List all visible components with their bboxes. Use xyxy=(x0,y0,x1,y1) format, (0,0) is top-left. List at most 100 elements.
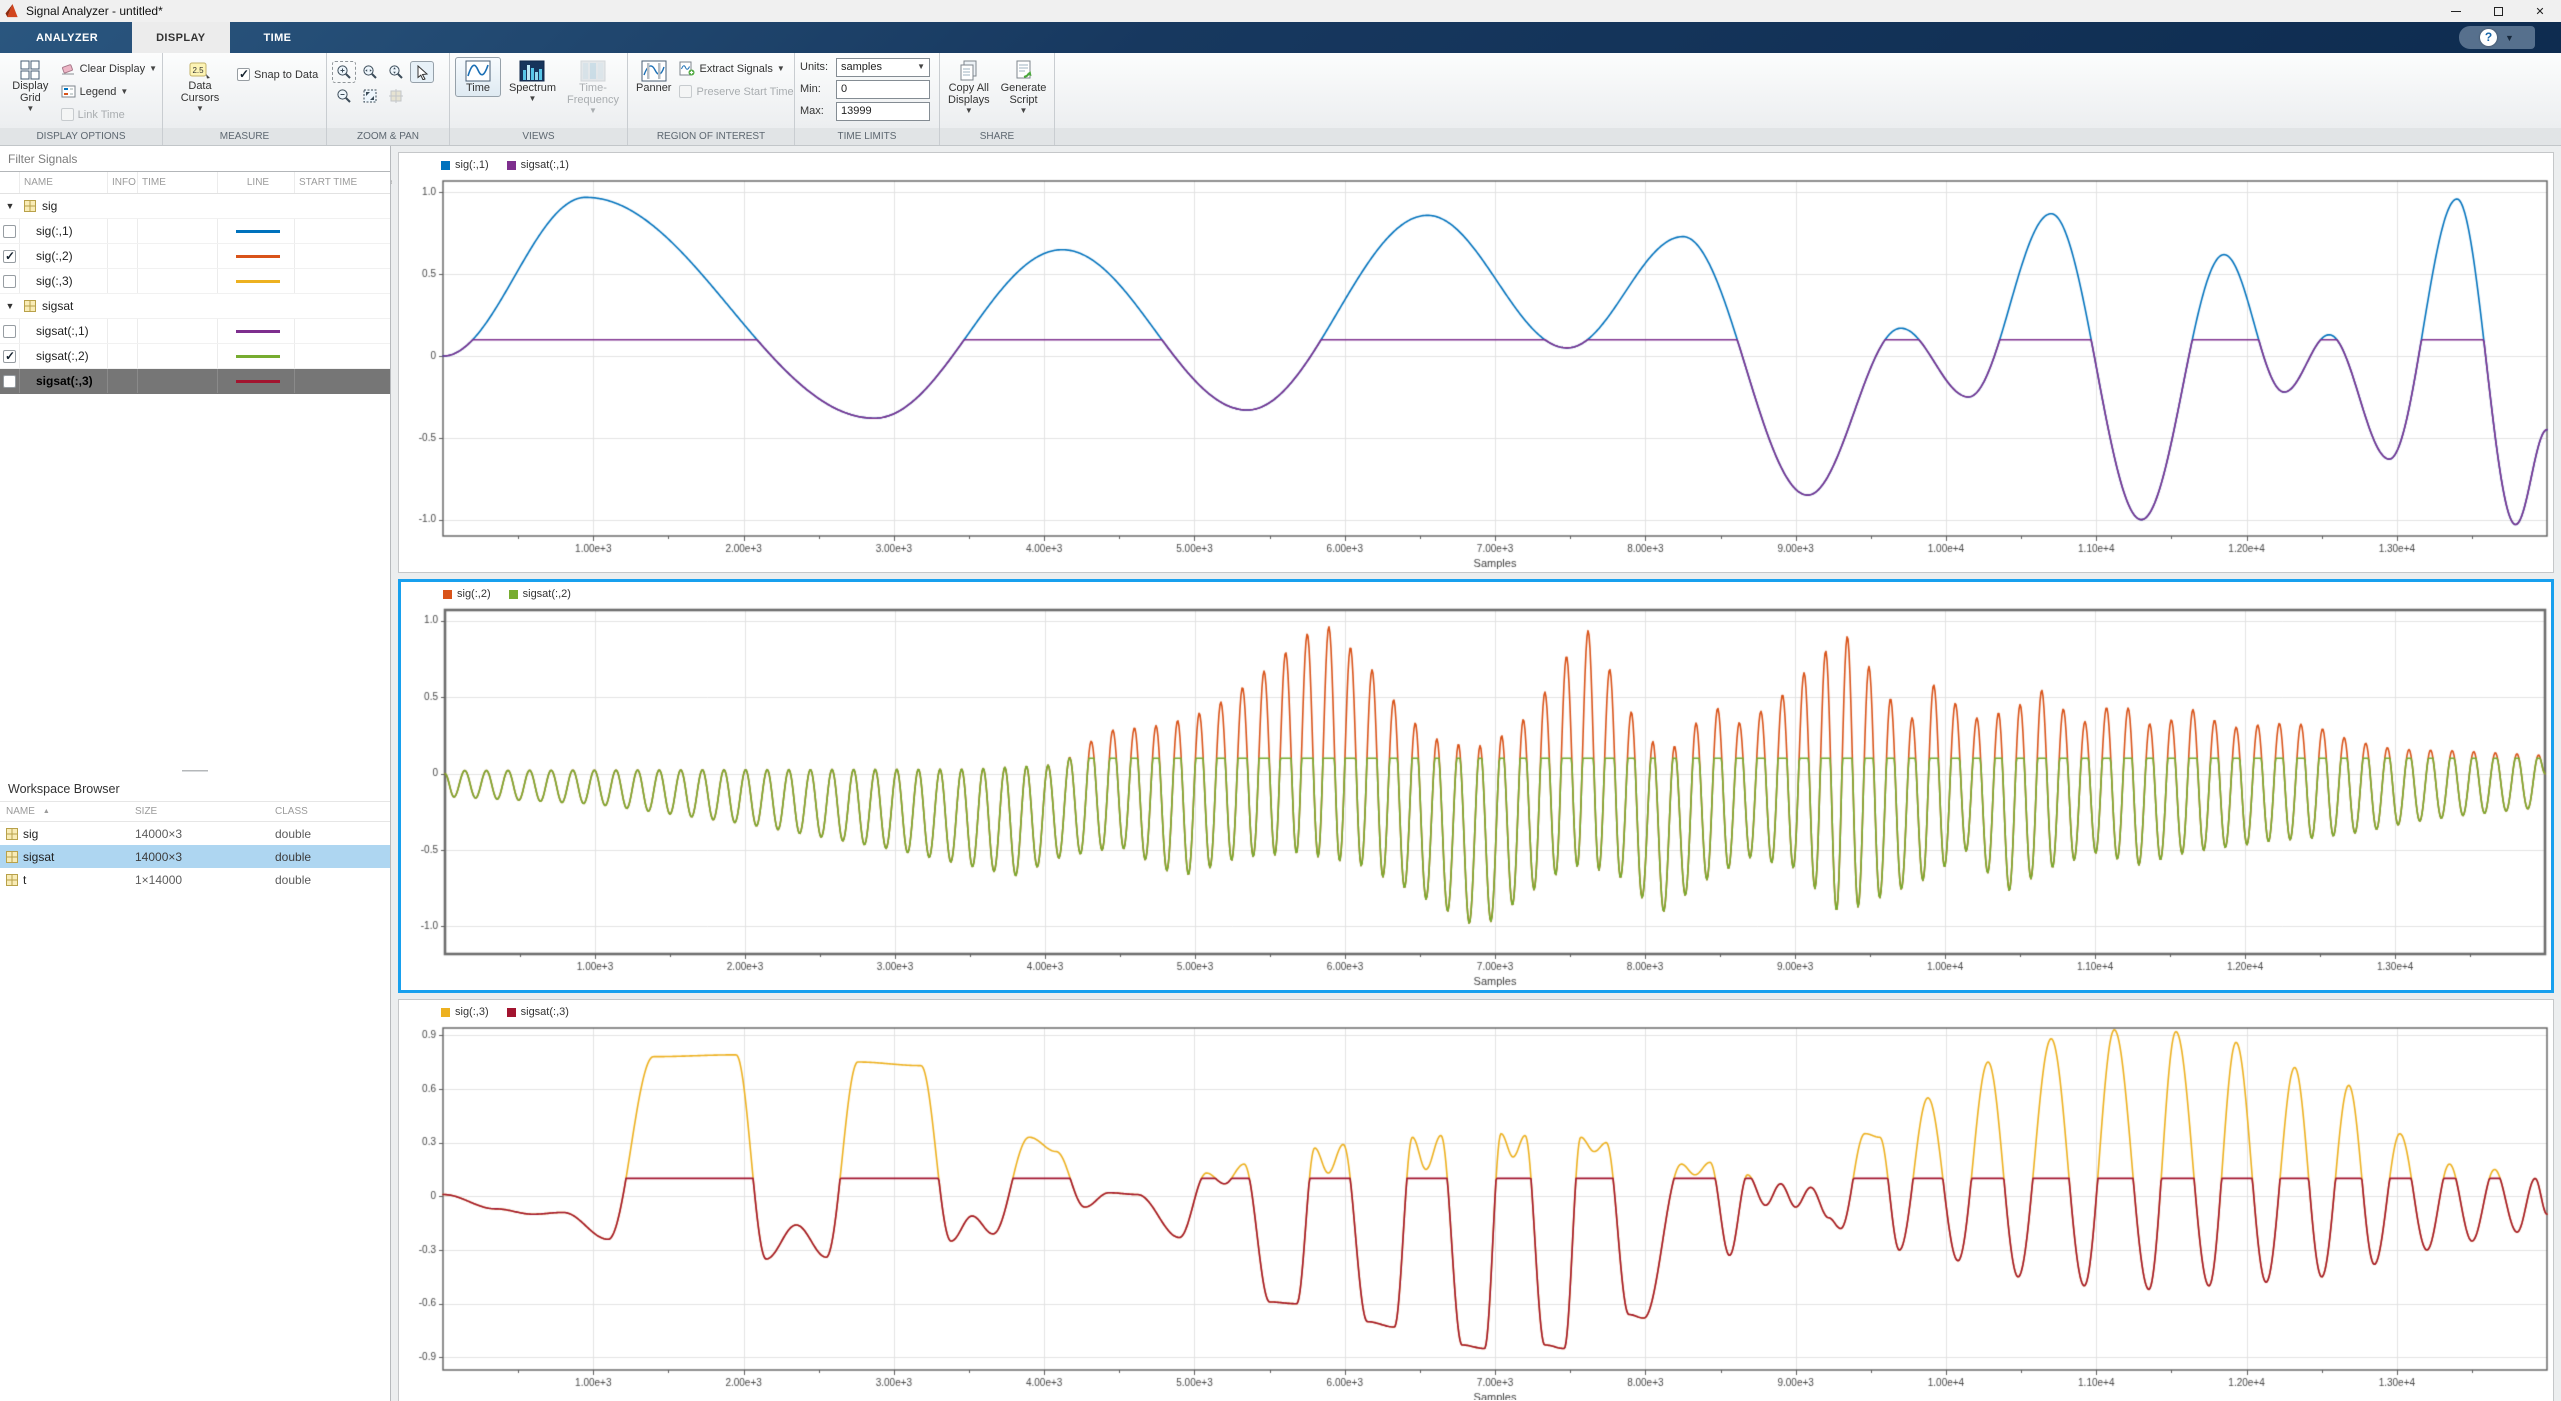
signal-line-cell xyxy=(218,319,295,343)
display-grid-button[interactable]: Display Grid ▼ xyxy=(5,57,56,116)
workspace-row-t[interactable]: t 1×14000 double xyxy=(0,868,390,891)
matlab-logo-icon xyxy=(5,4,18,18)
display-3-canvas[interactable] xyxy=(399,1024,2553,1400)
signal-start-time-cell xyxy=(295,319,390,343)
units-select[interactable]: samples ▼ xyxy=(836,57,930,77)
minimize-button[interactable] xyxy=(2435,0,2477,22)
main-area: Filter Signals NAME INFO TIME LINE START… xyxy=(0,146,2561,1401)
workspace-header: NAME ▲ SIZE CLASS xyxy=(0,802,390,822)
zoom-x-button[interactable] xyxy=(358,61,382,83)
panel-splitter[interactable] xyxy=(0,766,390,776)
max-input[interactable] xyxy=(836,101,930,121)
signal-row-sig[interactable]: ▼ sig xyxy=(0,194,390,219)
clear-display-button[interactable]: Clear Display ▼ xyxy=(61,57,157,80)
signal-row-sig-3-[interactable]: sig(:,3) xyxy=(0,269,390,294)
workspace-row-sig[interactable]: sig 14000×3 double xyxy=(0,822,390,845)
signal-start-time-cell xyxy=(295,244,390,268)
zoom-in-button[interactable] xyxy=(332,61,356,83)
section-label-views: VIEWS xyxy=(450,128,628,145)
legend-button[interactable]: Legend ▼ xyxy=(61,80,157,103)
signal-row-sigsat-2-[interactable]: sigsat(:,2) xyxy=(0,344,390,369)
cursor-arrow-icon xyxy=(417,64,428,80)
zoom-y-button[interactable] xyxy=(384,61,408,83)
copy-all-displays-button[interactable]: Copy All Displays ▼ xyxy=(945,57,993,118)
snap-to-data-checkbox[interactable]: Snap to Data xyxy=(237,63,318,86)
expand-caret-icon[interactable]: ▼ xyxy=(5,201,15,211)
signal-checkbox[interactable] xyxy=(0,269,20,293)
signal-name: sig(:,1) xyxy=(20,219,108,243)
generate-script-button[interactable]: Generate Script ▼ xyxy=(998,57,1050,118)
section-region-of-interest: Panner Extract Signals ▼ Preserve Start … xyxy=(628,53,795,128)
help-icon: ? xyxy=(2480,29,2498,46)
units-value: samples xyxy=(841,61,882,73)
display-2-panel-selected[interactable]: sig(:,2) sigsat(:,2) xyxy=(398,579,2554,993)
copy-all-displays-label: Copy All Displays xyxy=(948,82,990,106)
column-info[interactable]: INFO xyxy=(108,172,138,193)
splitter-handle-icon xyxy=(182,770,208,772)
column-line[interactable]: LINE xyxy=(218,172,295,193)
workspace-row-sigsat[interactable]: sigsat 14000×3 double xyxy=(0,845,390,868)
expand-caret-icon[interactable]: ▼ xyxy=(5,301,15,311)
signal-time-cell xyxy=(138,344,218,368)
signal-checkbox[interactable] xyxy=(0,369,20,393)
data-cursors-button[interactable]: 2.5 Data Cursors ▼ xyxy=(168,59,232,116)
display-1-panel[interactable]: sig(:,1) sigsat(:,1) xyxy=(398,152,2554,573)
column-name[interactable]: NAME xyxy=(20,172,108,193)
minimize-icon xyxy=(2451,10,2461,12)
matrix-icon xyxy=(24,200,36,212)
chevron-down-icon: ▼ xyxy=(2505,32,2514,43)
pointer-button[interactable] xyxy=(410,61,434,83)
legend-icon xyxy=(61,85,76,98)
tab-display[interactable]: DISPLAY xyxy=(132,22,230,53)
signal-checkbox[interactable] xyxy=(0,319,20,343)
maximize-icon xyxy=(2493,6,2503,16)
zoom-out-icon xyxy=(337,89,351,103)
ws-column-class[interactable]: CLASS xyxy=(275,806,308,817)
column-start-time[interactable]: START TIME xyxy=(299,177,358,188)
display-2-canvas[interactable] xyxy=(401,606,2551,990)
ws-column-name[interactable]: NAME xyxy=(6,806,35,817)
time-view-button[interactable]: Time xyxy=(455,57,501,97)
close-button[interactable]: ✕ xyxy=(2519,0,2561,22)
filter-signals-input[interactable]: Filter Signals xyxy=(0,146,390,172)
tab-analyzer[interactable]: ANALYZER xyxy=(36,31,99,44)
signal-name: sig(:,3) xyxy=(20,269,108,293)
display-1-canvas[interactable] xyxy=(399,177,2553,572)
tab-time[interactable]: TIME xyxy=(263,31,292,44)
spectrum-view-button[interactable]: Spectrum ▼ xyxy=(506,57,559,106)
help-button[interactable]: ? ▼ xyxy=(2459,26,2535,49)
svg-text:2.5: 2.5 xyxy=(192,66,204,75)
maximize-button[interactable] xyxy=(2477,0,2519,22)
section-label-measure: MEASURE xyxy=(163,128,327,145)
snap-to-data-label: Snap to Data xyxy=(254,68,319,81)
legend-item-sigsat-3-: sigsat(:,3) xyxy=(506,1006,569,1018)
variable-name: sig xyxy=(23,826,39,841)
checkbox-icon xyxy=(3,324,16,338)
ws-column-size[interactable]: SIZE xyxy=(135,806,158,817)
zoom-y-icon xyxy=(389,65,403,79)
column-time[interactable]: TIME xyxy=(138,172,218,193)
zoom-out-button[interactable] xyxy=(332,85,356,107)
signal-name: sigsat(:,1) xyxy=(20,319,108,343)
signal-row-sigsat-3-[interactable]: sigsat(:,3) xyxy=(0,369,390,394)
signal-row-sig-1-[interactable]: sig(:,1) xyxy=(0,219,390,244)
signal-row-sigsat-1-[interactable]: sigsat(:,1) xyxy=(0,319,390,344)
line-color-swatch xyxy=(236,254,280,258)
fit-to-view-button[interactable] xyxy=(358,85,382,107)
legend-label: sigsat(:,1) xyxy=(520,159,569,171)
display-grid-icon xyxy=(20,60,40,80)
panner-label: Panner xyxy=(636,82,672,94)
legend-label: Legend xyxy=(79,85,117,98)
signal-checkbox[interactable] xyxy=(0,219,20,243)
signal-row-sigsat[interactable]: ▼ sigsat xyxy=(0,294,390,319)
section-zoom-pan xyxy=(327,53,450,128)
panner-button[interactable]: Panner xyxy=(633,57,674,97)
signal-row-sig-2-[interactable]: sig(:,2) xyxy=(0,244,390,269)
signal-checkbox[interactable] xyxy=(0,244,20,268)
extract-signals-button[interactable]: Extract Signals ▼ xyxy=(679,57,793,80)
min-input[interactable] xyxy=(836,79,930,99)
signal-checkbox[interactable] xyxy=(0,344,20,368)
time-view-label: Time xyxy=(465,82,490,94)
display-3-panel[interactable]: sig(:,3) sigsat(:,3) xyxy=(398,999,2554,1401)
eraser-icon xyxy=(61,64,74,75)
